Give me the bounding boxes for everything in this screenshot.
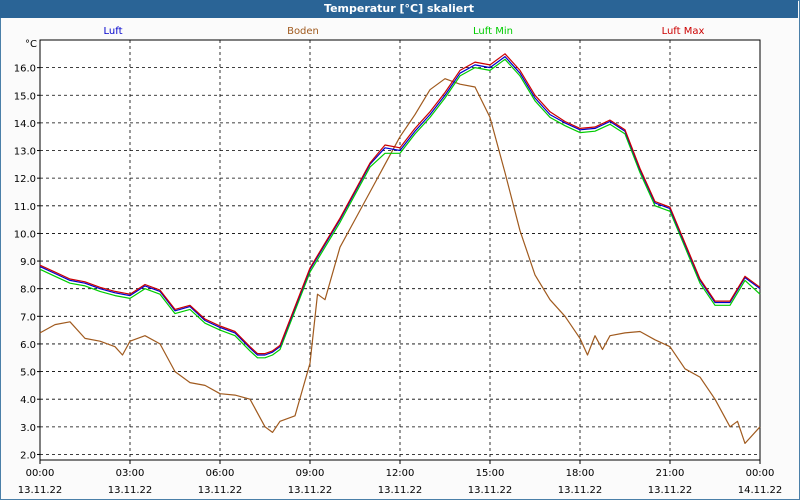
x-tick-time-label: 00:00 (26, 468, 55, 479)
y-tick-label: 13.0 (14, 147, 36, 158)
x-tick-date-label: 13.11.22 (288, 485, 333, 496)
x-tick-date-label: 13.11.22 (558, 485, 603, 496)
y-tick-label: 2.0 (20, 450, 36, 461)
x-tick-time-label: 15:00 (476, 468, 505, 479)
x-tick-date-label: 13.11.22 (468, 485, 513, 496)
legend-item-boden: Boden (287, 26, 319, 37)
x-tick-time-label: 18:00 (566, 468, 595, 479)
x-tick-date-label: 13.11.22 (108, 485, 153, 496)
y-tick-label: 16.0 (14, 64, 36, 75)
x-tick-date-label: 13.11.22 (648, 485, 693, 496)
y-tick-label: 3.0 (20, 423, 36, 434)
x-tick-time-label: 00:00 (746, 468, 775, 479)
y-tick-label: 15.0 (14, 91, 36, 102)
y-tick-label: 5.0 (20, 368, 36, 379)
y-axis-unit-label: °C (25, 39, 37, 50)
x-tick-time-label: 09:00 (296, 468, 325, 479)
y-tick-label: 11.0 (14, 202, 36, 213)
series-lines (39, 53, 761, 444)
x-tick-time-label: 12:00 (386, 468, 415, 479)
x-tick-date-label: 13.11.22 (18, 485, 63, 496)
window-title: Temperatur [°C] skaliert (0, 0, 798, 18)
series-line-luft-max (39, 53, 761, 355)
grid (40, 40, 760, 460)
legend-item-luft: Luft (104, 26, 123, 37)
x-tick-time-label: 21:00 (656, 468, 685, 479)
y-tick-label: 8.0 (20, 285, 36, 296)
x-axis: 00:00 13.11.22 03:00 13.11.22 06:00 13.11.22 0… (18, 460, 783, 496)
x-tick-date-label: 13.11.22 (378, 485, 423, 496)
legend: Luft Boden Luft Min Luft Max (104, 26, 705, 37)
y-tick-label: 10.0 (14, 229, 36, 240)
series-line-luft-min (39, 58, 761, 359)
y-tick-label: 7.0 (20, 312, 36, 323)
x-tick-date-label: 14.11.22 (738, 485, 783, 496)
y-tick-label: 6.0 (20, 340, 36, 351)
y-tick-label: 12.0 (14, 174, 36, 185)
y-tick-label: 14.0 (14, 119, 36, 130)
x-tick-time-label: 06:00 (206, 468, 235, 479)
x-tick-date-label: 13.11.22 (198, 485, 243, 496)
y-tick-label: 9.0 (20, 257, 36, 268)
legend-item-luft-max: Luft Max (662, 26, 705, 37)
series-line-boden (39, 78, 761, 444)
y-tick-label: 4.0 (20, 395, 36, 406)
legend-item-luft-min: Luft Min (473, 26, 513, 37)
y-axis: °C 2.0 3.0 4.0 5.0 6.0 7.0 8.0 9.0 10.0 11.0 12.0 1… (14, 39, 40, 461)
x-tick-time-label: 03:00 (116, 468, 145, 479)
